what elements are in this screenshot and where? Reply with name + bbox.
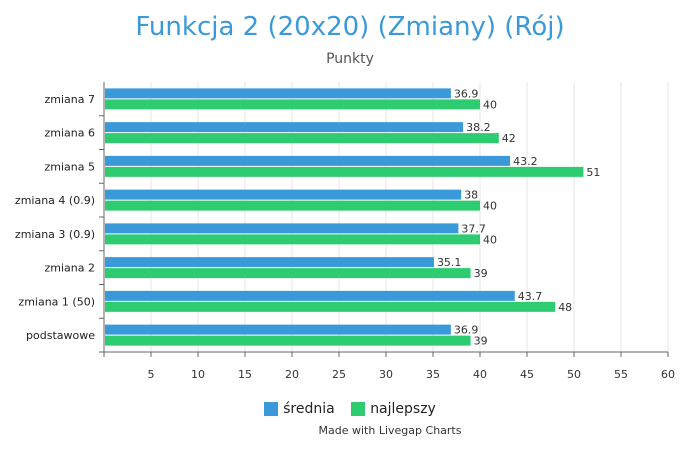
x-tick-label: 40 <box>473 368 487 381</box>
x-tick-label: 60 <box>661 368 675 381</box>
x-tick-label: 50 <box>567 368 581 381</box>
category-label: zmiana 6 <box>45 127 96 140</box>
category-label: zmiana 4 (0.9) <box>15 194 95 207</box>
bar-srednia <box>105 189 462 200</box>
x-tick-label: 45 <box>520 368 534 381</box>
data-label: 39 <box>474 335 488 348</box>
bar-srednia <box>105 155 511 166</box>
x-tick-label: 35 <box>426 368 440 381</box>
bar-najlepszy <box>105 234 480 245</box>
credit-text: Made with Livegap Charts <box>318 424 462 437</box>
x-tick-label: 5 <box>148 368 155 381</box>
legend-swatch-najlepszy <box>351 402 366 416</box>
data-label: 39 <box>474 267 488 280</box>
x-tick-label: 55 <box>614 368 628 381</box>
category-label: zmiana 3 (0.9) <box>15 228 95 241</box>
x-tick-label: 10 <box>191 368 205 381</box>
bar-najlepszy <box>105 301 556 312</box>
data-label: 36.9 <box>454 324 479 337</box>
data-label: 40 <box>483 98 497 111</box>
legend-swatch-srednia <box>264 402 279 416</box>
legend: średnia najlepszy <box>0 401 700 420</box>
category-label: zmiana 5 <box>45 160 96 173</box>
bar-najlepszy <box>105 133 499 144</box>
bar-najlepszy <box>105 268 471 279</box>
bar-srednia <box>105 257 434 268</box>
x-tick-label: 25 <box>332 368 346 381</box>
data-label: 43.2 <box>513 155 538 168</box>
x-tick-label: 20 <box>285 368 299 381</box>
category-label: zmiana 1 (50) <box>18 295 95 308</box>
x-tick-label: 15 <box>238 368 252 381</box>
bar-najlepszy <box>105 335 471 346</box>
legend-label-srednia: średnia <box>283 401 335 417</box>
bar-najlepszy <box>105 200 480 211</box>
data-label: 38 <box>464 189 478 202</box>
data-label: 40 <box>483 200 497 213</box>
data-label: 51 <box>586 166 600 179</box>
data-label: 42 <box>502 132 516 145</box>
data-label: 38.2 <box>466 121 491 134</box>
category-label: zmiana 7 <box>45 93 96 106</box>
data-label: 35.1 <box>437 256 462 269</box>
category-label: zmiana 2 <box>45 262 96 275</box>
data-label: 40 <box>483 233 497 246</box>
data-label: 48 <box>558 301 572 314</box>
chart-subtitle: Punkty <box>326 51 374 67</box>
chart-title: Funkcja 2 (20x20) (Zmiany) (Rój) <box>135 12 565 42</box>
bar-srednia <box>105 122 464 133</box>
bar-srednia <box>105 223 459 234</box>
x-tick-label: 30 <box>379 368 393 381</box>
bar-srednia <box>105 290 515 301</box>
legend-label-najlepszy: najlepszy <box>370 401 436 417</box>
bar-najlepszy <box>105 166 584 177</box>
category-label: podstawowe <box>26 329 95 342</box>
data-label: 37.7 <box>461 222 486 235</box>
data-label: 43.7 <box>518 290 543 303</box>
bar-najlepszy <box>105 99 480 110</box>
data-label: 36.9 <box>454 87 479 100</box>
legend-item-srednia[interactable]: średnia <box>264 401 335 417</box>
legend-item-najlepszy[interactable]: najlepszy <box>351 401 436 417</box>
bar-srednia <box>105 324 451 335</box>
bar-srednia <box>105 88 451 99</box>
